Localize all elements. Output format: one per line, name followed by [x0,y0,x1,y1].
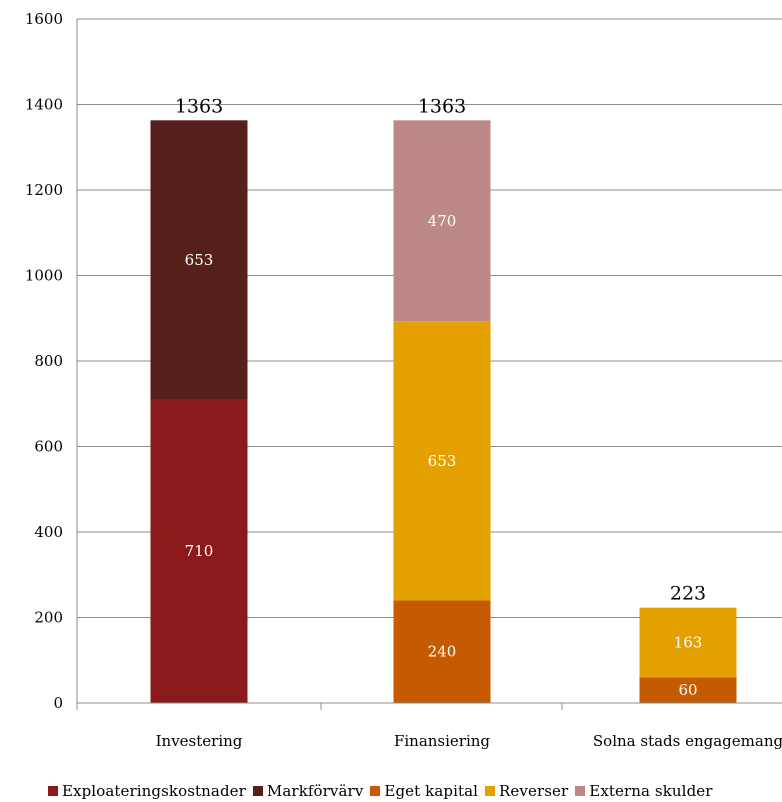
y-tick-label: 800 [34,352,63,370]
y-tick-label: 1000 [25,267,63,285]
legend-item: Eget kapital [370,782,478,800]
total-label: 223 [670,583,706,605]
legend-label: Markförvärv [266,782,364,800]
data-label: 60 [678,681,697,699]
legend-label: Reverser [499,782,569,800]
bar-segment [393,120,491,322]
legend-swatch [252,786,263,796]
y-tick-label: 1400 [25,96,63,114]
legend-swatch [370,786,381,796]
data-label: 240 [428,643,457,661]
legend-swatch [48,786,58,796]
data-label: 470 [428,212,457,230]
legend-label: Exploateringskostnader [62,782,246,800]
x-category-label: Finansiering [394,732,490,750]
x-category-label: Solna stads engagemang [593,732,782,750]
bar-segment [639,607,737,678]
legend-item: Markförvärv [252,782,364,800]
bar-segment [393,600,491,703]
y-tick-label: 0 [53,694,63,712]
bar-segment [150,120,248,400]
legend-label: Eget kapital [384,782,479,800]
y-tick-label: 200 [34,609,63,627]
total-label: 1363 [418,95,466,117]
bar-segment [150,399,248,703]
y-tick-label: 400 [34,523,63,541]
y-tick-label: 600 [34,438,63,456]
data-label: 710 [185,542,214,560]
total-label: 1363 [175,95,223,117]
data-label: 163 [674,634,703,652]
y-tick-label: 1600 [25,10,63,28]
legend-swatch [485,786,496,796]
bar-segment [393,321,491,601]
legend-item: Reverser [485,782,568,800]
data-label: 653 [428,452,457,470]
legend-label: Externa skulder [589,782,713,800]
y-tick-label: 1200 [25,181,63,199]
legend-item: Externa skulder [575,782,712,800]
legend-swatch [575,786,586,796]
legend-item: Exploateringskostnader [48,782,246,800]
bar-segment [639,677,737,703]
x-category-label: Investering [156,732,243,750]
legend: Exploateringskostnader Markförvärv Eget ka… [48,780,720,802]
data-label: 653 [185,251,214,269]
